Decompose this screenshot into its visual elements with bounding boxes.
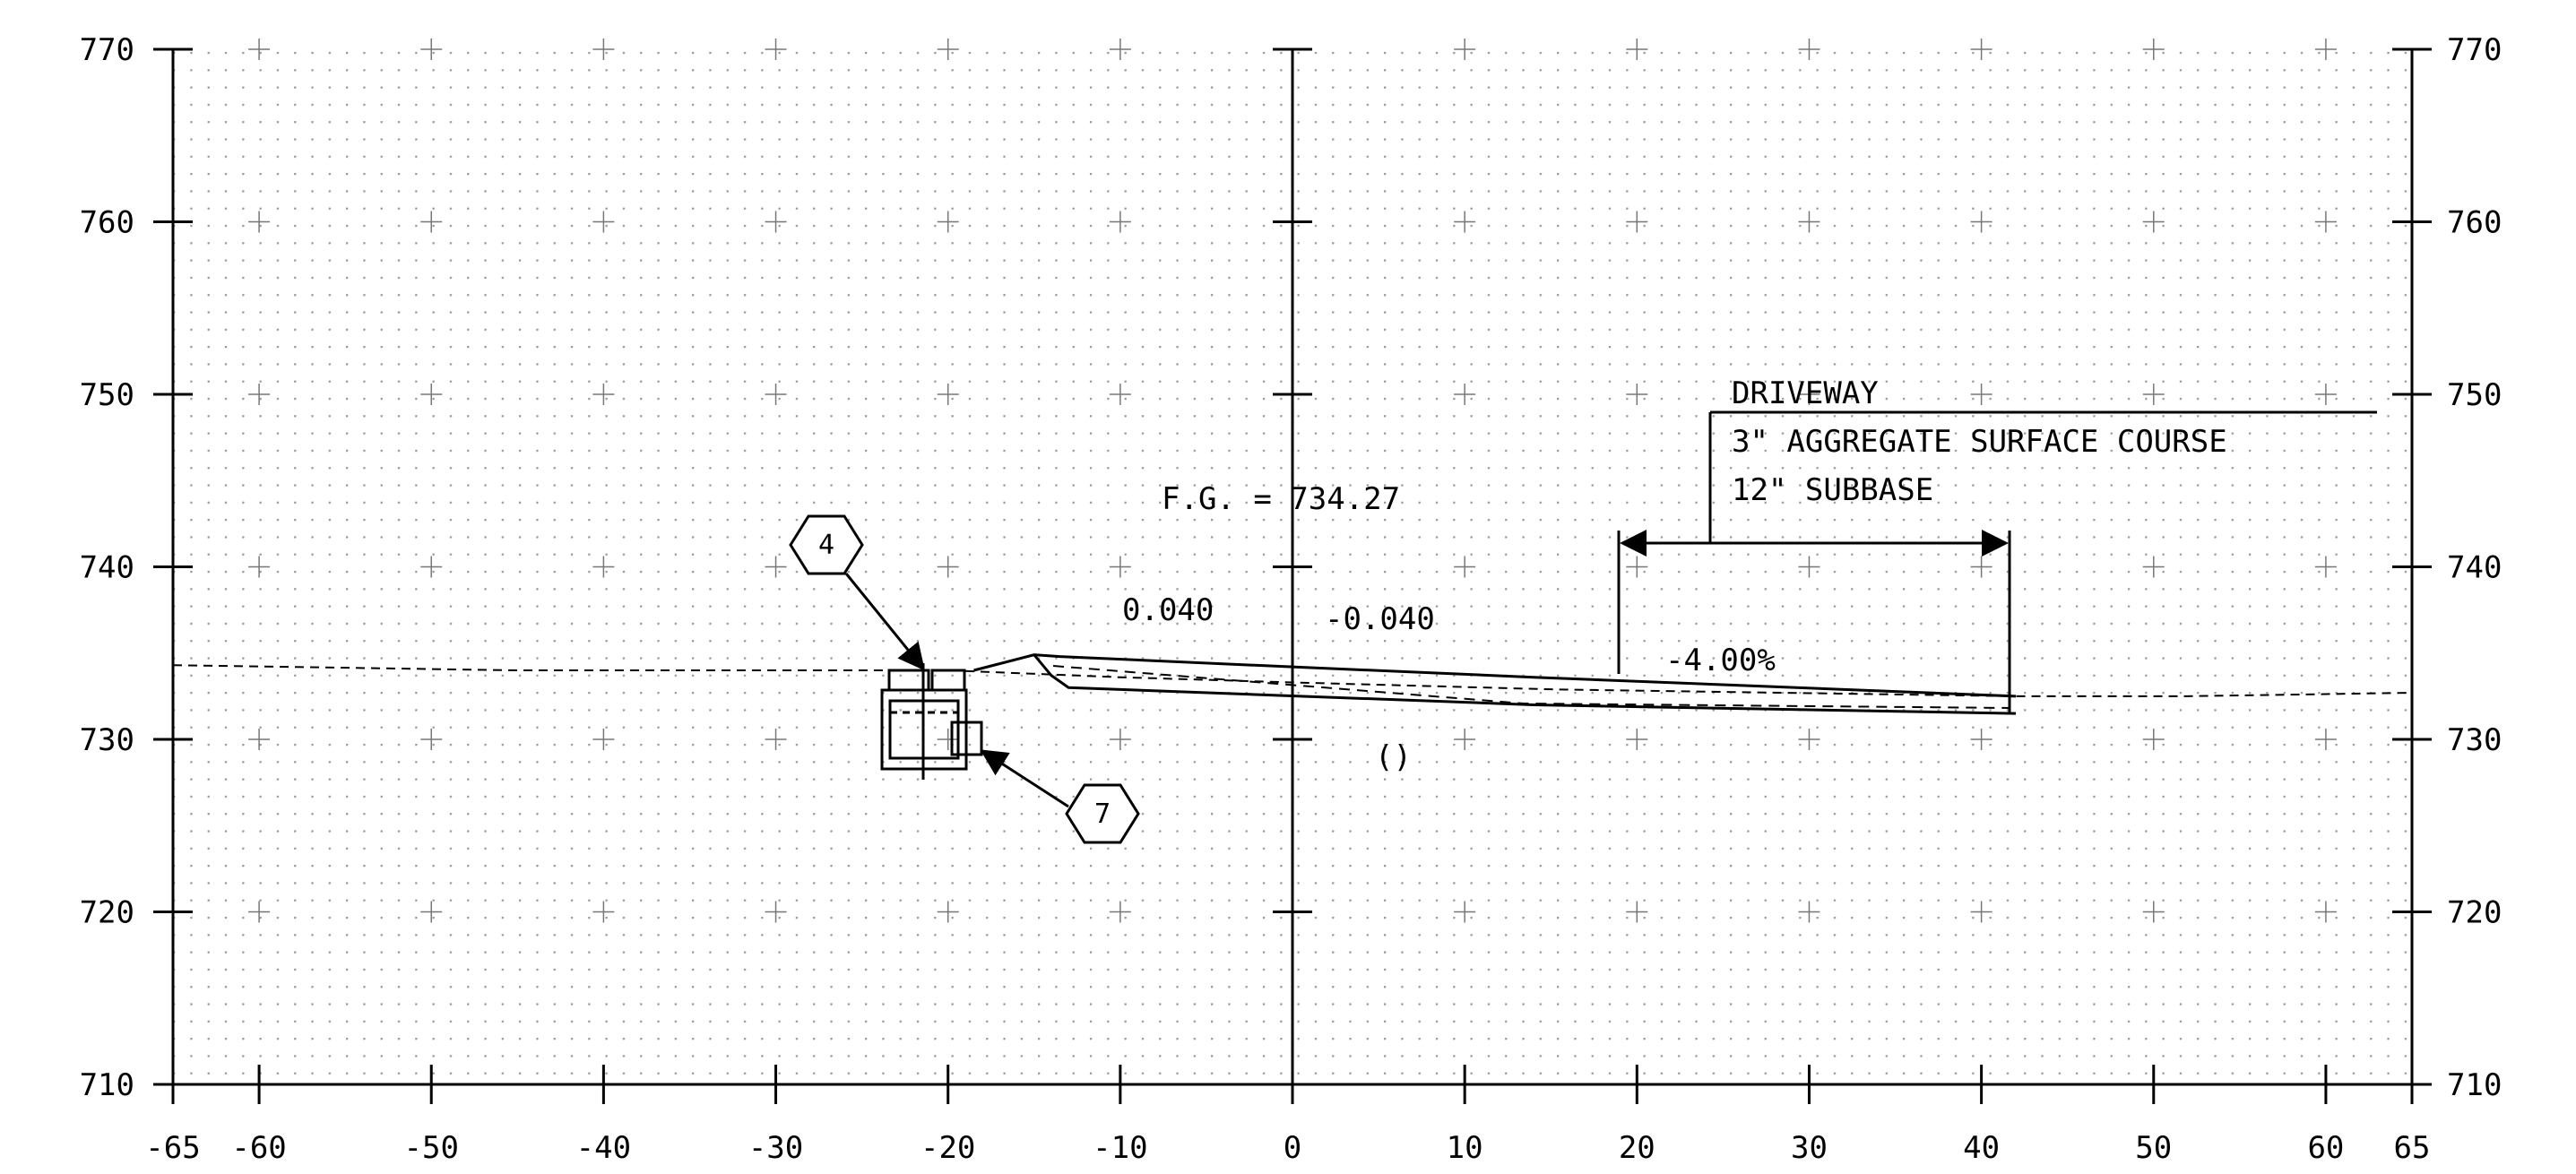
- x-tick-label: -60: [231, 1130, 286, 1166]
- slope-right-label: -0.040: [1325, 601, 1435, 637]
- callout-7: 7: [980, 749, 1140, 844]
- y-tick-label-right: 710: [2447, 1067, 2502, 1103]
- x-tick-label: 40: [1963, 1130, 2000, 1166]
- x-tick-label: 0: [1284, 1130, 1301, 1166]
- x-tick-label: 65: [2394, 1130, 2431, 1166]
- x-tick-label: -10: [1093, 1130, 1147, 1166]
- y-tick-label-right: 760: [2447, 205, 2502, 241]
- y-tick-label-right: 720: [2447, 895, 2502, 931]
- callout-4-label: 4: [818, 530, 834, 561]
- grid-crosses: [248, 39, 2337, 923]
- callout-4: 4: [789, 514, 925, 671]
- slope-left-label: 0.040: [1122, 592, 1214, 628]
- y-tick-label-left: 720: [80, 895, 134, 931]
- pavement-inner-dashed: [1052, 665, 2010, 709]
- x-tick-label: -20: [921, 1130, 975, 1166]
- driveway-note-surface: 3" AGGREGATE SURFACE COURSE: [1732, 424, 2227, 460]
- pavement-top-line: [973, 653, 2017, 698]
- y-tick-label-left: 750: [80, 377, 134, 413]
- x-tick-label: -50: [404, 1130, 459, 1166]
- y-tick-label-left: 740: [80, 550, 134, 586]
- driveway-grade-label: -4.00%: [1665, 643, 1776, 678]
- small-mark: (): [1375, 739, 1412, 775]
- x-tick-label: 60: [2307, 1130, 2344, 1166]
- fg-elevation-label: F.G. = 734.27: [1162, 481, 1400, 517]
- y-tick-label-left: 760: [80, 205, 134, 241]
- callout-7-label: 7: [1094, 798, 1111, 830]
- y-tick-label-right: 730: [2447, 722, 2502, 758]
- y-tick-label-right: 750: [2447, 377, 2502, 413]
- pavement-base-line: [1033, 653, 2017, 715]
- x-tick-label: -65: [145, 1130, 200, 1166]
- x-tick-label: 50: [2135, 1130, 2172, 1166]
- existing-ground-line: [172, 664, 2413, 697]
- y-tick-label-left: 730: [80, 722, 134, 758]
- x-tick-label: -40: [576, 1130, 631, 1166]
- x-tick-label: 10: [1447, 1130, 1483, 1166]
- y-tick-label-right: 770: [2447, 32, 2502, 68]
- y-tick-label-left: 710: [80, 1067, 134, 1103]
- x-tick-labels: -65 -60 -50 -40 -30 -20 -10 0 10 20 30 40 50 60 65: [145, 1130, 2430, 1166]
- y-tick-labels-right: 710 720 730 740 750 760 770: [2447, 32, 2502, 1103]
- x-tick-label: 30: [1791, 1130, 1828, 1166]
- y-tick-label-right: 740: [2447, 550, 2502, 586]
- x-tick-label: -30: [748, 1130, 803, 1166]
- driveway-note-subbase: 12" SUBBASE: [1732, 472, 1933, 508]
- x-tick-label: 20: [1619, 1130, 1655, 1166]
- driveway-note-title: DRIVEWAY: [1732, 376, 1879, 411]
- y-tick-label-left: 770: [80, 32, 134, 68]
- axes: [153, 47, 2432, 1104]
- driveway-dimension: [1617, 410, 2377, 692]
- y-tick-labels-left: 710 720 730 740 750 760 770: [80, 32, 134, 1103]
